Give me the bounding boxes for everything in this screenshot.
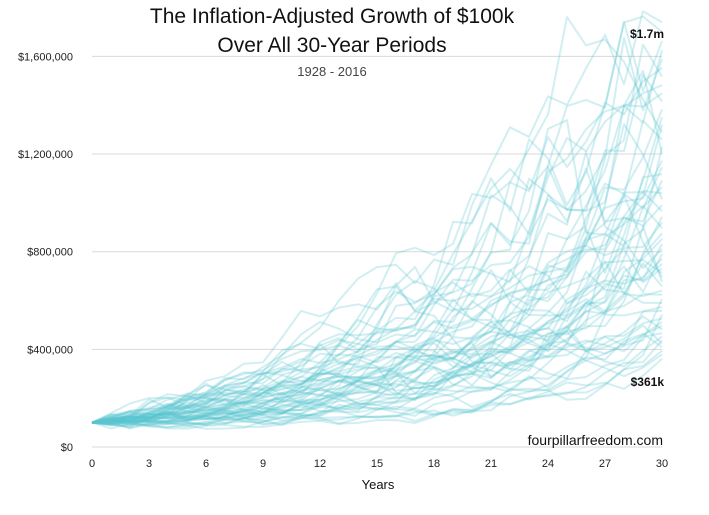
chart-subtitle: 1928 - 2016: [297, 64, 366, 79]
series-line: [91, 324, 663, 424]
series-line: [91, 298, 663, 426]
series-line: [91, 92, 663, 426]
y-tick-label: $1,600,000: [18, 51, 73, 63]
series-line: [91, 204, 663, 425]
series-line: [91, 259, 663, 426]
series-line: [91, 270, 663, 424]
y-tick-label: $0: [61, 442, 73, 454]
y-tick-label: $800,000: [27, 247, 73, 259]
series-line: [91, 324, 663, 424]
series-line: [91, 204, 663, 430]
series-line: [91, 353, 663, 424]
x-tick-label: 30: [656, 458, 668, 470]
series-line: [91, 36, 663, 427]
series-line: [91, 15, 663, 424]
series-line: [92, 339, 663, 428]
x-tick-label: 12: [314, 458, 326, 470]
x-tick-label: 24: [542, 458, 554, 470]
series-line: [91, 332, 663, 430]
series-line: [91, 119, 663, 424]
series-line: [91, 225, 663, 424]
series-line: [91, 67, 663, 425]
annotation-max: $1.7m: [630, 27, 664, 41]
x-axis-label: Years: [362, 477, 395, 492]
series-line: [91, 349, 663, 425]
series-line: [91, 146, 663, 424]
source-watermark: fourpillarfreedom.com: [528, 432, 663, 448]
chart-title-line-2: Over All 30-Year Periods: [217, 34, 446, 57]
series-line: [91, 248, 663, 424]
series-line: [91, 221, 663, 424]
series-line: [91, 194, 663, 424]
y-tick-label: $400,000: [27, 344, 73, 356]
series-line: [91, 335, 663, 426]
series-line: [91, 260, 663, 424]
series-line: [91, 50, 663, 424]
series-line: [91, 109, 663, 424]
x-tick-label: 0: [89, 458, 95, 470]
series-line: [91, 190, 663, 424]
annotation-min: $361k: [631, 375, 665, 389]
x-tick-label: 21: [485, 458, 497, 470]
series-line: [91, 238, 663, 425]
series-line: [91, 10, 663, 424]
series-line: [91, 16, 663, 424]
x-tick-labels: 0 3 6 9 12 15 18 21 24 27 30: [89, 458, 668, 470]
x-tick-label: 6: [203, 458, 209, 470]
series-line: [91, 321, 663, 424]
series-line: [91, 232, 663, 424]
series-line: [91, 150, 663, 427]
y-tick-labels: $0 $400,000 $800,000 $1,200,000 $1,600,000: [18, 51, 73, 454]
series-line: [91, 258, 663, 426]
series-line: [91, 253, 663, 426]
y-tick-label: $1,200,000: [18, 149, 73, 161]
chart-title-line-1: The Inflation-Adjusted Growth of $100k: [150, 5, 515, 28]
series-line: [91, 243, 663, 425]
series-line: [91, 69, 663, 424]
series-line: [91, 309, 663, 424]
series-line: [91, 262, 663, 430]
series-line: [91, 160, 663, 424]
series-line: [91, 315, 663, 424]
series-line: [91, 123, 663, 424]
x-tick-label: 9: [260, 458, 266, 470]
series-lines: [91, 10, 663, 430]
series-line: [91, 116, 663, 429]
series-line: [91, 74, 663, 424]
series-line: [91, 173, 663, 424]
series-line: [91, 306, 663, 424]
x-tick-label: 15: [371, 458, 383, 470]
series-line: [91, 124, 663, 424]
series-line: [91, 186, 663, 428]
series-line: [91, 167, 663, 424]
series-line: [91, 262, 663, 424]
series-line: [91, 216, 663, 430]
x-tick-label: 27: [599, 458, 611, 470]
series-line: [91, 84, 663, 424]
series-line: [91, 314, 663, 427]
series-line: [91, 332, 663, 424]
series-line: [91, 293, 663, 424]
series-line: [91, 119, 663, 424]
gridlines: [92, 55, 662, 448]
series-line: [91, 317, 663, 424]
x-tick-label: 18: [428, 458, 440, 470]
x-tick-label: 3: [146, 458, 152, 470]
series-line: [91, 20, 663, 425]
series-line: [91, 167, 663, 424]
series-line: [91, 358, 663, 424]
series-line: [91, 43, 663, 428]
